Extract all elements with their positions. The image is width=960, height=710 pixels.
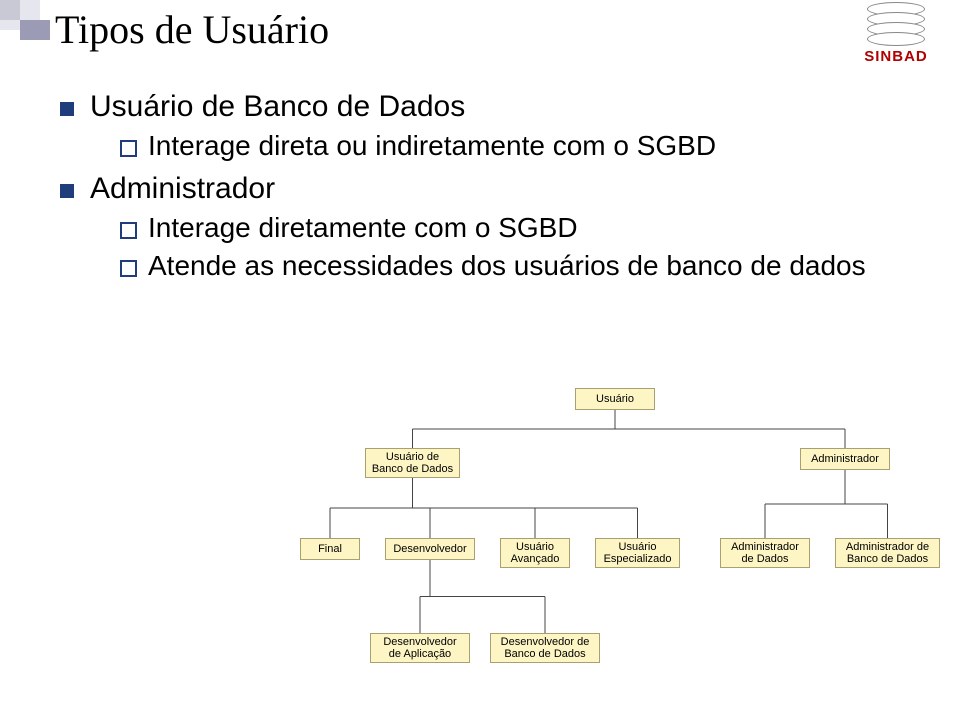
slide-title: Tipos de Usuário: [55, 6, 329, 53]
user-types-diagram: Usuário Usuário deBanco de Dados Administr…: [290, 388, 950, 698]
diagram-node-bd: Usuário deBanco de Dados: [365, 448, 460, 478]
sub-bullet: Atende as necessidades dos usuários de b…: [120, 250, 900, 282]
diagram-node-root: Usuário: [575, 388, 655, 410]
diagram-node-devbd: Desenvolvedor deBanco de Dados: [490, 633, 600, 663]
diagram-node-admbd: Administrador deBanco de Dados: [835, 538, 940, 568]
diagram-node-uava: UsuárioAvançado: [500, 538, 570, 568]
bullet-label: Administrador: [90, 172, 275, 205]
diagram-node-final: Final: [300, 538, 360, 560]
diagram-node-admin: Administrador: [800, 448, 890, 470]
bullet-label: Usuário de Banco de Dados: [90, 90, 465, 123]
diagram-node-dev: Desenvolvedor: [385, 538, 475, 560]
sub-bullet: Interage diretamente com o SGBD: [120, 212, 900, 244]
database-icon: [846, 2, 946, 46]
bullet-item-admin: Administrador Interage diretamente com o…: [60, 172, 900, 282]
content-body: Usuário de Banco de Dados Interage diret…: [60, 90, 900, 292]
logo-label: SINBAD: [846, 48, 946, 65]
diagram-node-devapl: Desenvolvedorde Aplicação: [370, 633, 470, 663]
logo: SINBAD: [846, 2, 946, 65]
sub-bullet: Interage direta ou indiretamente com o S…: [120, 130, 900, 162]
bullet-item-user-db: Usuário de Banco de Dados Interage diret…: [60, 90, 900, 162]
diagram-node-uesp: UsuárioEspecializado: [595, 538, 680, 568]
diagram-node-admd: Administradorde Dados: [720, 538, 810, 568]
